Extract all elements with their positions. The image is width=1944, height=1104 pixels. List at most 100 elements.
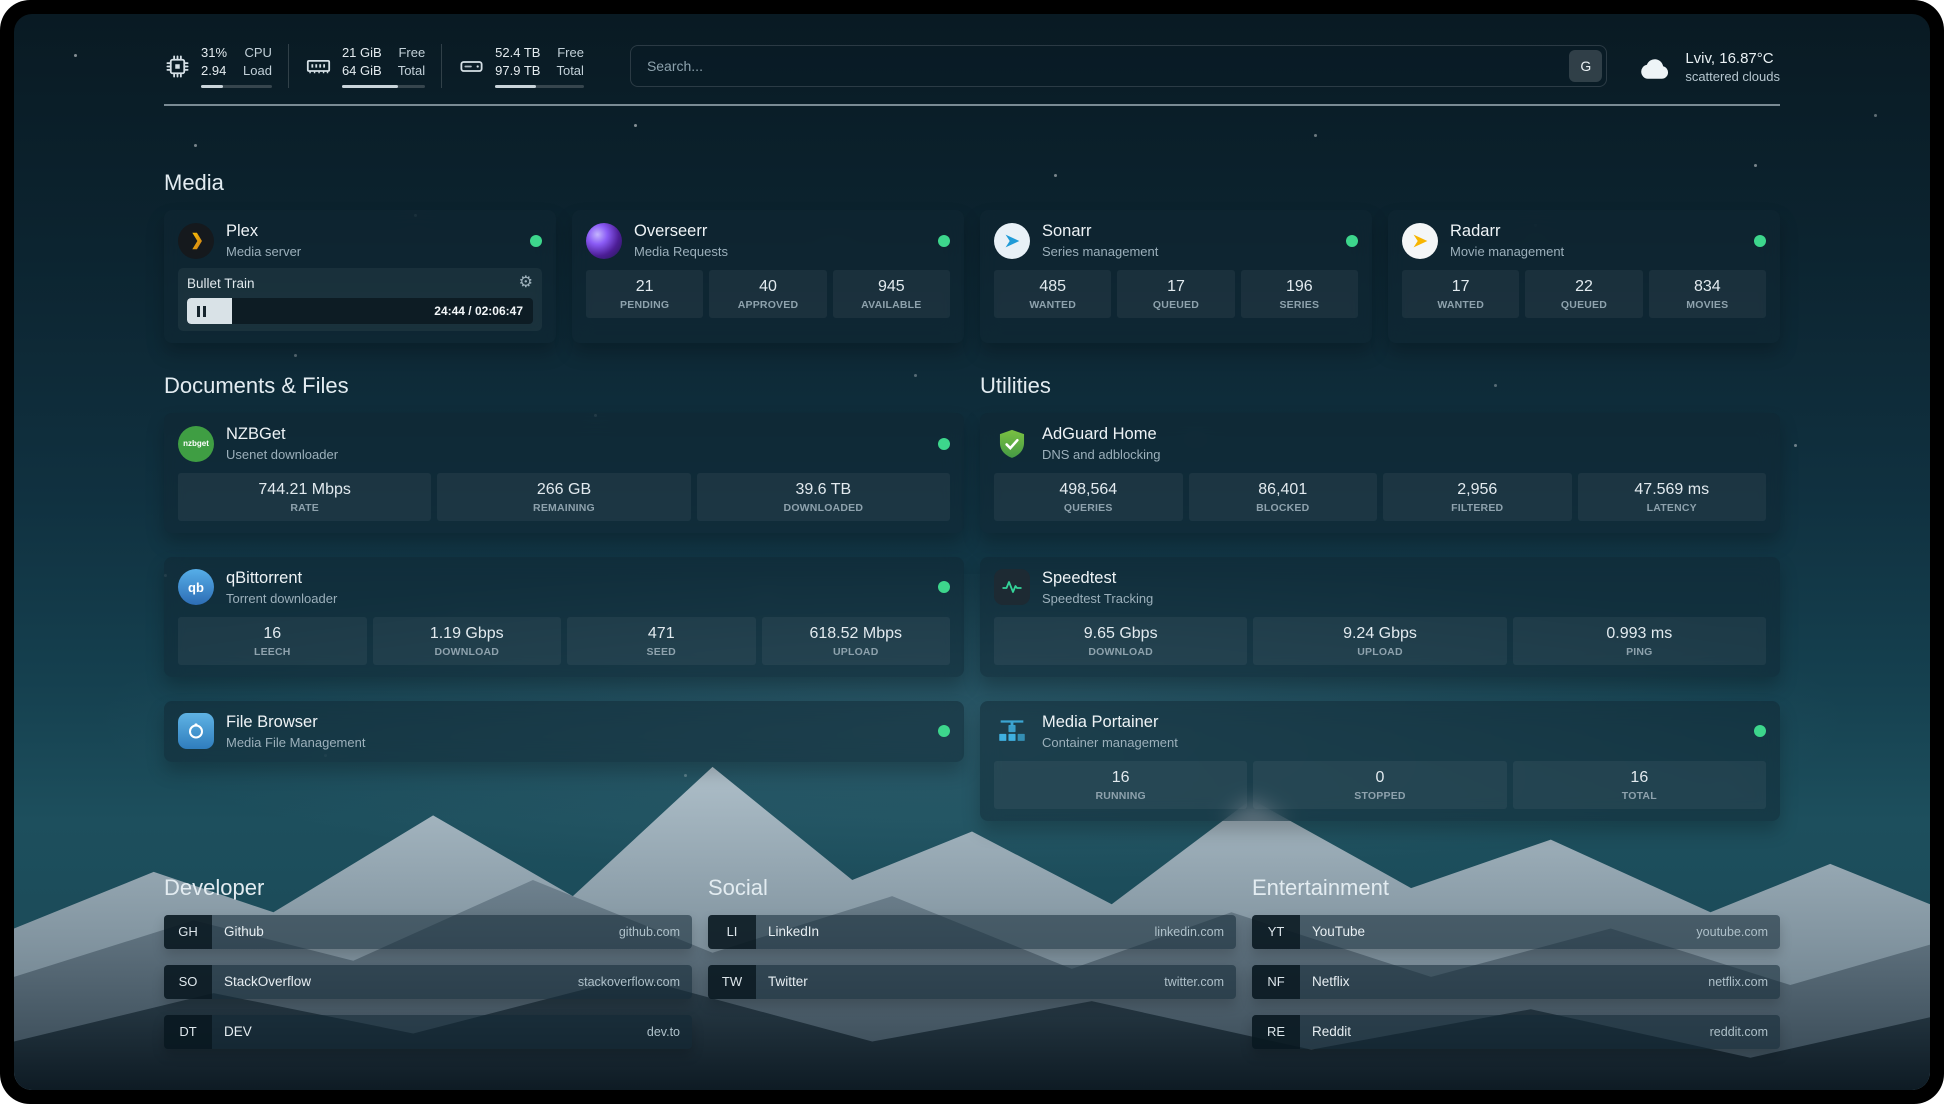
stat-filtered: 2,956 FILTERED [1383, 472, 1572, 521]
bookmark-abbr: NF [1252, 964, 1300, 999]
entertainment-group-title: Entertainment [1252, 874, 1389, 900]
service-subtitle: Movie management [1450, 244, 1565, 260]
service-card-speedtest[interactable]: Speedtest Speedtest Tracking 9.65 Gbps D… [980, 556, 1780, 677]
cpu-widget: 31% 2.94 CPU Load [164, 44, 289, 89]
service-card-sonarr[interactable]: Sonarr Series management 485 WANTED [980, 210, 1372, 344]
disk-free-label: Free [557, 45, 584, 60]
memory-widget: 21 GiB 64 GiB Free Total [289, 44, 443, 89]
status-dot [1754, 234, 1766, 247]
portainer-icon [994, 713, 1030, 749]
status-dot [938, 437, 950, 450]
stat-series: 196 SERIES [1240, 270, 1358, 319]
bookmark-url: reddit.com [1709, 1024, 1768, 1039]
bookmark-youtube[interactable]: YT YouTube youtube.com [1252, 914, 1780, 949]
service-card-qbittorrent[interactable]: qb qBittorrent Torrent downloader [164, 556, 964, 677]
stat-latency: 47.569 ms LATENCY [1577, 472, 1766, 521]
service-title: File Browser [226, 712, 318, 731]
stat-downloaded: 39.6 TB DOWNLOADED [696, 472, 950, 521]
stat-approved: 40 APPROVED [709, 270, 827, 319]
stat-blocked: 86,401 BLOCKED [1188, 472, 1377, 521]
bookmark-stackoverflow[interactable]: SO StackOverflow stackoverflow.com [164, 964, 692, 999]
bookmark-reddit[interactable]: RE Reddit reddit.com [1252, 1014, 1780, 1049]
now-playing-title: Bullet Train [187, 275, 255, 291]
service-title: Sonarr [1042, 222, 1092, 241]
bookmark-group-social: Social LI LinkedIn linkedin.com TW Twitt… [708, 875, 1236, 1049]
service-card-overseerr[interactable]: Overseerr Media Requests 21 PENDING [572, 210, 964, 344]
plex-now-playing: Bullet Train ⚙ 24:44 / 02:06:47 [178, 268, 542, 332]
disk-total-value: 97.9 TB [495, 63, 541, 79]
cpu-progressbar [201, 85, 272, 89]
stat-stopped: 0 STOPPED [1253, 760, 1507, 809]
pause-icon[interactable] [197, 305, 206, 317]
stat-seed: 471 SEED [567, 616, 756, 665]
dashboard-background: 31% 2.94 CPU Load [14, 14, 1930, 1090]
section-utilities: Utilities [980, 373, 1780, 821]
stat-queued: 17 QUEUED [1117, 270, 1235, 319]
stat-available: 945 AVAILABLE [832, 270, 950, 319]
service-title: NZBGet [226, 425, 286, 444]
bookmark-abbr: GH [164, 914, 212, 949]
bookmark-twitter[interactable]: TW Twitter twitter.com [708, 964, 1236, 999]
section-media: Media Plex Media server [164, 170, 1780, 344]
cloud-icon [1637, 51, 1673, 81]
service-card-portainer[interactable]: Media Portainer Container management 16 … [980, 700, 1780, 821]
bookmark-github[interactable]: GH Github github.com [164, 914, 692, 949]
search-bar: G [629, 45, 1608, 88]
service-subtitle: DNS and adblocking [1042, 446, 1161, 462]
disk-total-label: Total [556, 63, 584, 79]
media-section-title: Media [164, 170, 224, 196]
cpu-label: CPU [244, 45, 272, 60]
bookmark-abbr: SO [164, 964, 212, 999]
memory-free-value: 21 GiB [341, 45, 382, 60]
cpu-load-value: 2.94 [201, 63, 227, 79]
disk-icon [458, 53, 485, 80]
service-card-adguard[interactable]: AdGuard Home DNS and adblocking 498,564 … [980, 413, 1780, 533]
service-subtitle: Media server [226, 244, 302, 260]
service-title: Overseerr [634, 222, 708, 241]
bookmark-url: netflix.com [1708, 974, 1768, 989]
bookmark-name: Twitter [768, 974, 808, 990]
status-dot [530, 234, 542, 247]
service-title: Plex [226, 222, 259, 241]
service-title: Radarr [1450, 222, 1501, 241]
memory-free-label: Free [398, 45, 426, 60]
stat-pending: 21 PENDING [586, 270, 704, 319]
stat-rate: 744.21 Mbps RATE [178, 472, 432, 521]
stat-remaining: 266 GB REMAINING [437, 472, 691, 521]
service-subtitle: Usenet downloader [226, 446, 339, 462]
playback-progressbar[interactable]: 24:44 / 02:06:47 [187, 298, 533, 325]
service-card-radarr[interactable]: Radarr Movie management 17 WANTED 2 [1388, 210, 1780, 344]
cpu-load-label: Load [243, 63, 272, 79]
bookmark-linkedin[interactable]: LI LinkedIn linkedin.com [708, 914, 1236, 949]
status-dot [1754, 725, 1766, 738]
service-card-nzbget[interactable]: nzbget NZBGet Usenet downloader [164, 413, 964, 533]
bookmark-group-entertainment: Entertainment YT YouTube youtube.com NF … [1252, 875, 1780, 1049]
bookmark-url: stackoverflow.com [577, 974, 680, 989]
bookmark-netflix[interactable]: NF Netflix netflix.com [1252, 964, 1780, 999]
service-subtitle: Container management [1042, 734, 1178, 750]
cpu-icon [164, 53, 191, 80]
service-card-filebrowser[interactable]: File Browser Media File Management [164, 700, 964, 762]
stat-upload: 618.52 Mbps UPLOAD [761, 616, 950, 665]
bookmark-abbr: RE [1252, 1014, 1300, 1049]
stat-upload: 9.24 Gbps UPLOAD [1253, 616, 1507, 665]
snow-specks [74, 54, 77, 57]
bookmark-name: YouTube [1312, 924, 1366, 940]
bookmark-url: twitter.com [1164, 974, 1224, 989]
qbittorrent-icon: qb [178, 569, 214, 606]
memory-total-value: 64 GiB [341, 63, 382, 79]
memory-total-label: Total [397, 63, 426, 79]
bookmark-dev[interactable]: DT DEV dev.to [164, 1014, 692, 1049]
service-title: Speedtest [1042, 568, 1117, 587]
disk-widget: 52.4 TB 97.9 TB Free Total [442, 44, 600, 89]
service-card-plex[interactable]: Plex Media server Bullet Train ⚙ [164, 210, 556, 344]
bookmark-name: Reddit [1312, 1024, 1352, 1040]
search-provider-button[interactable]: G [1569, 50, 1603, 83]
settings-gear-icon[interactable]: ⚙ [518, 274, 533, 292]
bookmark-url: dev.to [646, 1024, 680, 1039]
stat-queries: 498,564 QUERIES [994, 472, 1183, 521]
bookmark-name: LinkedIn [768, 924, 820, 940]
bookmark-url: youtube.com [1696, 924, 1768, 939]
bookmark-name: StackOverflow [224, 974, 312, 990]
search-input[interactable] [629, 45, 1608, 88]
